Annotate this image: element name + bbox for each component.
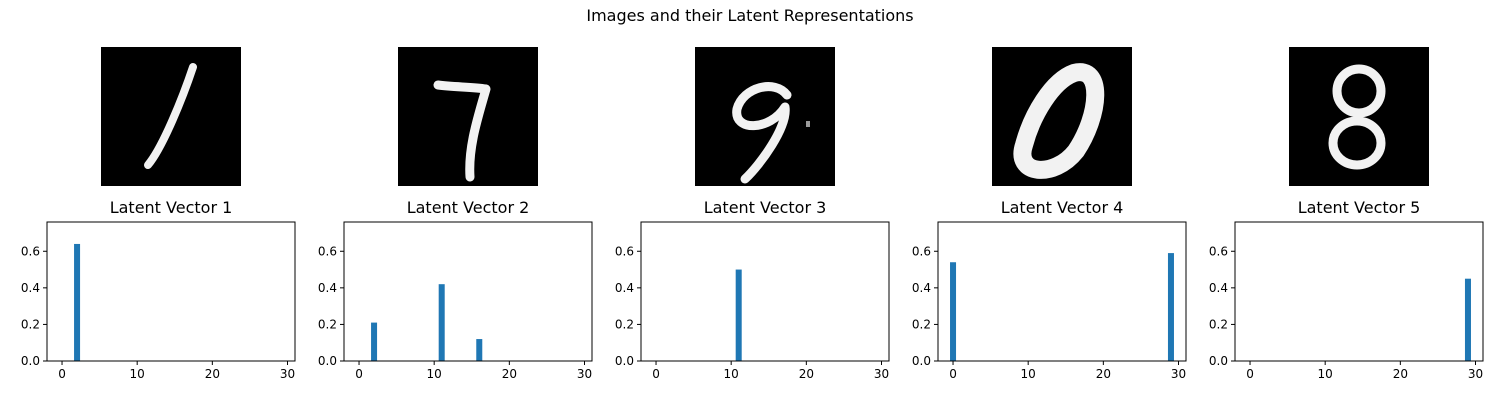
chart-1-ytick-label-1: 0.2 — [21, 317, 40, 331]
chart-3-ytick-label-2: 0.4 — [615, 281, 634, 295]
handwritten-digit-8-icon — [1328, 64, 1386, 170]
handwritten-digit-7-icon — [433, 80, 491, 182]
chart-3-ytick-label-0: 0.0 — [615, 354, 634, 368]
chart-4-ytick-label-2: 0.4 — [912, 281, 931, 295]
subplot-title-5: Latent Vector 5 — [1297, 198, 1421, 217]
chart-5-xtick-label-30: 30 — [1468, 367, 1483, 381]
chart-1-ytick-label-0: 0.0 — [21, 354, 40, 368]
digit-image-3 — [695, 47, 835, 186]
chart-3-xtick-label-20: 20 — [799, 367, 814, 381]
subplot-title-3: Latent Vector 3 — [703, 198, 827, 217]
chart-2-xtick-label-0: 0 — [355, 367, 363, 381]
chart-4-ytick-label-3: 0.6 — [912, 244, 931, 258]
chart-1-frame — [46, 221, 296, 362]
subplot-title-1: Latent Vector 1 — [109, 198, 233, 217]
subplot-title-4: Latent Vector 4 — [1000, 198, 1124, 217]
chart-5-ytick-label-0: 0.0 — [1209, 354, 1228, 368]
chart-1-xtick-label-30: 30 — [280, 367, 295, 381]
chart-4-xtick-label-30: 30 — [1171, 367, 1186, 381]
chart-2-xtick-label-30: 30 — [577, 367, 592, 381]
digit-image-2 — [398, 47, 538, 186]
chart-3-xtick-label-30: 30 — [874, 367, 889, 381]
chart-1-ytick-label-3: 0.6 — [21, 244, 40, 258]
chart-4-bar-2 — [1167, 253, 1174, 361]
chart-2-bar-3 — [476, 339, 483, 361]
chart-4-frame — [937, 221, 1187, 362]
handwritten-digit-0-icon — [1013, 63, 1105, 179]
chart-3-xtick-label-10: 10 — [724, 367, 739, 381]
handwritten-digit-1-icon — [144, 63, 197, 169]
chart-3-ytick-label-3: 0.6 — [615, 244, 634, 258]
digit-image-1 — [101, 47, 241, 186]
chart-2-xtick-label-10: 10 — [427, 367, 442, 381]
chart-1-ytick-label-2: 0.4 — [21, 281, 40, 295]
chart-5-xtick-label-20: 20 — [1393, 367, 1408, 381]
chart-1-xtick-label-20: 20 — [205, 367, 220, 381]
chart-4-xtick-label-20: 20 — [1096, 367, 1111, 381]
chart-1-xtick-label-10: 10 — [130, 367, 145, 381]
chart-1-xtick-label-0: 0 — [58, 367, 66, 381]
handwritten-digit-9-icon — [732, 82, 810, 184]
chart-4-bar-1 — [950, 262, 957, 361]
chart-5-ytick-label-1: 0.2 — [1209, 317, 1228, 331]
chart-5-ytick-label-2: 0.4 — [1209, 281, 1228, 295]
chart-4-xtick-label-10: 10 — [1021, 367, 1036, 381]
chart-5-frame — [1234, 221, 1484, 362]
chart-1-bar-1 — [74, 243, 81, 361]
chart-3-bar-1 — [735, 269, 742, 361]
chart-2-bar-2 — [438, 284, 445, 361]
chart-3-frame — [640, 221, 890, 362]
chart-4-xtick-label-0: 0 — [949, 367, 957, 381]
subplot-title-2: Latent Vector 2 — [406, 198, 530, 217]
chart-2-ytick-label-1: 0.2 — [318, 317, 337, 331]
chart-2-bar-1 — [371, 322, 378, 361]
chart-2-ytick-label-2: 0.4 — [318, 281, 337, 295]
chart-5-ytick-label-3: 0.6 — [1209, 244, 1228, 258]
chart-2-ytick-label-0: 0.0 — [318, 354, 337, 368]
chart-3-xtick-label-0: 0 — [652, 367, 660, 381]
chart-3-ytick-label-1: 0.2 — [615, 317, 634, 331]
figure-title: Images and their Latent Representations — [586, 6, 914, 25]
chart-5-bar-1 — [1464, 278, 1471, 361]
chart-5-xtick-label-0: 0 — [1246, 367, 1254, 381]
chart-2-ytick-label-3: 0.6 — [318, 244, 337, 258]
chart-4-ytick-label-1: 0.2 — [912, 317, 931, 331]
chart-2-frame — [343, 221, 593, 362]
digit-image-5 — [1289, 47, 1429, 186]
chart-2-xtick-label-20: 20 — [502, 367, 517, 381]
chart-5-xtick-label-10: 10 — [1318, 367, 1333, 381]
digit-image-4 — [992, 47, 1132, 186]
chart-4-ytick-label-0: 0.0 — [912, 354, 931, 368]
